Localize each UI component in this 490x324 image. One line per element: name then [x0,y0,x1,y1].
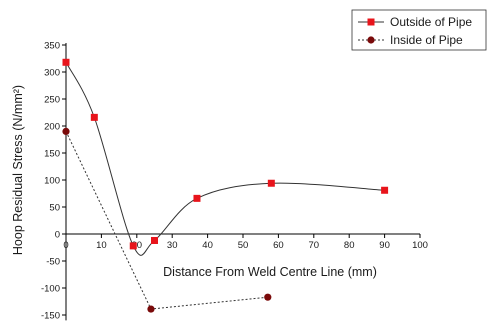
legend-label-inside-of-pipe: Inside of Pipe [390,33,463,47]
legend-item-inside-of-pipe: Inside of Pipe [358,33,463,47]
y-tick-label: -50 [46,257,60,268]
data-point-outside-of-pipe [62,58,70,66]
y-tick-label: 100 [44,176,60,187]
x-tick-label: 20 [132,240,143,251]
y-tick-label: 50 [49,203,60,214]
y-tick-label: 200 [44,122,60,133]
x-ticks: 0 10 20 30 40 50 60 70 80 90 100 [63,234,428,251]
x-tick-label: 30 [167,240,178,251]
legend-item-outside-of-pipe: Outside of Pipe [358,15,472,29]
data-point-outside-of-pipe [151,236,158,244]
series-layer [62,58,389,313]
data-point-inside-of-pipe [264,293,272,301]
x-axis-label: Distance From Weld Centre Line (mm) [163,265,377,279]
data-point-outside-of-pipe [267,179,275,187]
x-tick-label: 70 [309,240,320,251]
y-tick-label: 300 [44,68,60,79]
plot-layer: 0 10 20 30 40 50 60 70 80 90 100 -150-100-50050100… [41,41,428,322]
y-tick-label: -100 [41,284,60,295]
data-point-outside-of-pipe [90,113,98,121]
x-tick-label: 90 [379,240,390,251]
legend: Outside of Pipe Inside of Pipe [351,9,487,51]
x-tick-label: 10 [96,240,107,251]
y-tick-label: 350 [44,41,60,52]
legend-box [351,9,487,51]
legend-marker-outside-of-pipe [367,18,375,26]
x-tick-label: 40 [202,240,213,251]
x-tick-label: 0 [63,240,68,251]
data-point-outside-of-pipe [381,186,389,194]
series-line-outside-of-pipe [65,62,385,256]
data-point-inside-of-pipe [147,305,155,313]
y-tick-label: 0 [55,230,60,241]
x-tick-label: 100 [412,240,428,251]
series-line-inside-of-pipe [65,131,268,310]
y-tick-label: -150 [41,311,60,322]
y-axis-label: Hoop Residual Stress (N/mm²) [11,85,25,255]
data-point-inside-of-pipe [62,127,70,135]
data-point-outside-of-pipe [129,242,137,250]
legend-label-outside-of-pipe: Outside of Pipe [390,15,472,29]
data-point-outside-of-pipe [193,194,201,202]
y-tick-label: 250 [44,95,60,106]
x-tick-label: 60 [273,240,284,251]
x-tick-label: 50 [238,240,249,251]
legend-marker-inside-of-pipe [367,36,375,44]
y-tick-label: 150 [44,149,60,160]
x-tick-label: 80 [344,240,355,251]
